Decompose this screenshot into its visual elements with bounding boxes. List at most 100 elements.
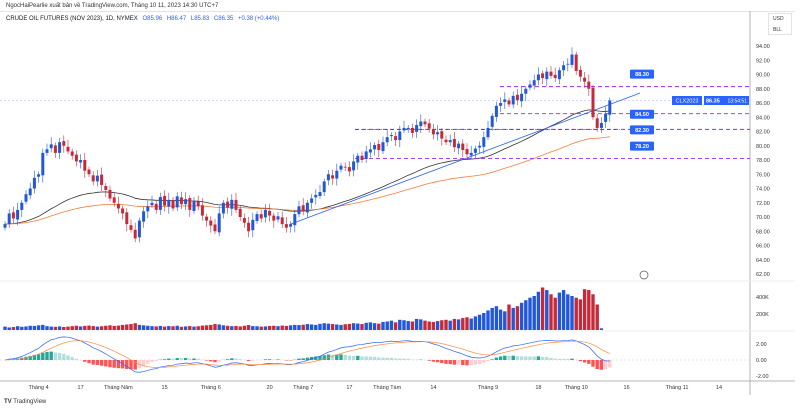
- level-label-box: [630, 141, 654, 151]
- change-value: +0.38 (+0.44%): [237, 16, 280, 22]
- last-price-value: 86.35: [706, 99, 720, 105]
- macd-histogram-bar: [528, 356, 532, 360]
- brand-name: TradingView: [13, 399, 47, 405]
- volume-bar: [461, 318, 465, 330]
- volume-bar: [322, 323, 326, 330]
- volume-bar: [246, 325, 251, 330]
- candle: [356, 155, 360, 163]
- volume-bar: [255, 326, 259, 330]
- candle: [473, 148, 477, 153]
- macd-histogram-bar: [511, 355, 515, 360]
- candle: [7, 213, 11, 225]
- macd-histogram-bar: [146, 360, 150, 364]
- volume-bar: [91, 326, 95, 330]
- macd-histogram-bar: [104, 360, 108, 367]
- volume-bar: [272, 325, 276, 330]
- macd-histogram-bar: [301, 358, 305, 360]
- volume-bar: [234, 325, 238, 330]
- price-tick-label: 72.00: [756, 201, 770, 207]
- candle: [91, 175, 95, 182]
- macd-histogram-bar: [133, 360, 137, 370]
- candle: [574, 54, 578, 71]
- time-tick-label: 15: [162, 385, 168, 391]
- candle: [125, 212, 129, 225]
- candle: [507, 100, 511, 105]
- macd-histogram-bar: [536, 356, 541, 360]
- macd-histogram-bar: [545, 357, 549, 360]
- volume-bar: [347, 323, 352, 330]
- candle: [515, 94, 519, 101]
- volume-bar: [507, 304, 511, 330]
- volume-bar: [393, 322, 398, 330]
- candle: [310, 198, 314, 203]
- volume-bar: [99, 326, 104, 330]
- volume-bar: [213, 324, 217, 330]
- candle: [419, 121, 423, 127]
- macd-histogram-bar: [318, 356, 322, 360]
- macd-histogram-bar: [209, 360, 213, 362]
- time-tick-label: Tháng Tám: [373, 385, 401, 391]
- macd-histogram-bar: [305, 357, 310, 360]
- volume-bar: [351, 323, 356, 330]
- volume-bar: [20, 326, 24, 330]
- volume-bar: [183, 326, 188, 330]
- low-value: L85.83: [190, 16, 210, 22]
- candle: [536, 74, 540, 81]
- volume-bar: [95, 326, 100, 330]
- events-icon: [639, 270, 649, 280]
- candle: [587, 81, 591, 89]
- macd-histogram-bar: [204, 360, 209, 361]
- volume-bar: [259, 326, 263, 330]
- candle: [423, 121, 427, 125]
- macd-histogram-bar: [297, 358, 301, 360]
- tradingview-logo[interactable]: TV TradingView: [4, 399, 47, 405]
- macd-histogram-bar: [440, 360, 444, 364]
- candle: [293, 214, 297, 226]
- candle: [179, 197, 183, 205]
- volume-bar: [335, 324, 339, 330]
- volume-bar: [414, 318, 419, 330]
- candle: [41, 152, 45, 176]
- volume-bar: [591, 294, 595, 330]
- volume-bar: [406, 321, 410, 330]
- symbol-tag: CLX2023: [676, 99, 699, 105]
- macd-histogram-bar: [473, 360, 478, 365]
- volume-bar: [158, 325, 163, 330]
- candle: [457, 143, 461, 149]
- macd-histogram-bar: [578, 360, 583, 362]
- symbol-name: CRUDE OIL FUTURES (NOV 2023), 1D, NYMEX: [6, 16, 138, 22]
- volume-bar: [24, 326, 28, 330]
- candle: [276, 216, 280, 220]
- volume-bar: [15, 326, 20, 330]
- candle: [402, 127, 406, 131]
- macd-histogram-bar: [368, 356, 373, 360]
- macd-histogram-bar: [595, 360, 599, 370]
- macd-histogram-bar: [524, 356, 528, 360]
- macd-histogram-bar: [549, 357, 553, 360]
- volume-bar: [532, 296, 536, 330]
- price-tick-label: 88.00: [756, 87, 770, 93]
- candle: [314, 194, 318, 198]
- countdown: 13:54:51: [728, 99, 748, 105]
- volume-bar: [587, 290, 591, 330]
- candle: [318, 192, 322, 196]
- volume-bar: [545, 290, 549, 330]
- level-label-box: [630, 69, 654, 79]
- currency-selector[interactable]: USD BLL: [768, 13, 792, 35]
- time-tick-label: 14: [430, 385, 436, 391]
- volume-bar: [238, 326, 242, 330]
- candle: [385, 137, 389, 143]
- macd-histogram-bar: [276, 359, 280, 360]
- last-price-tag: [704, 96, 749, 106]
- time-tick-label: 20: [267, 385, 273, 391]
- volume-bar: [137, 324, 142, 330]
- candle: [440, 131, 444, 139]
- candle: [352, 161, 356, 171]
- time-tick-label: Tháng Năm: [104, 385, 133, 391]
- volume-bar: [57, 326, 62, 330]
- candle: [394, 136, 398, 141]
- volume-bar: [372, 323, 377, 330]
- macd-histogram-bar: [406, 358, 410, 360]
- volume-bar: [221, 325, 226, 330]
